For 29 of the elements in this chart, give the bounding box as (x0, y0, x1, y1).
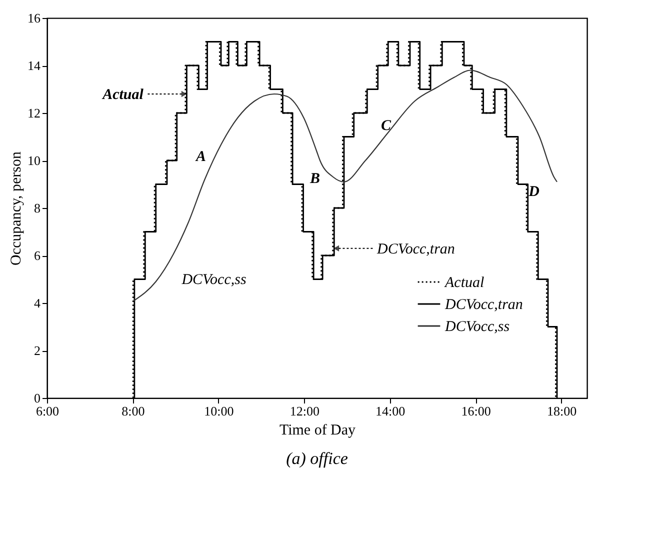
y-tick-label: 0 (34, 390, 40, 406)
annotation: Actual (102, 87, 144, 103)
y-tick-label: 4 (34, 296, 41, 310)
y-tick-label: 8 (34, 200, 40, 216)
y-tick-label: 2 (34, 343, 40, 358)
x-tick-label: 14:00 (376, 404, 406, 418)
y-tick-label: 16 (28, 10, 41, 26)
y-axis-title: Occupancy, person (8, 151, 24, 266)
legend-label: Actual (444, 275, 484, 291)
x-tick-label: 6:00 (36, 404, 60, 418)
x-axis-title: Time of Day (279, 422, 356, 438)
y-tick-label: 12 (28, 106, 40, 120)
annotation: D (528, 184, 540, 200)
x-tick-label: 10:00 (204, 404, 234, 418)
text: (a) office (286, 449, 348, 468)
y-tick-label: 6 (34, 248, 41, 263)
annotation: DCVocc,tran (376, 241, 455, 258)
y-tick-label: 14 (28, 58, 41, 73)
annotation: A (194, 149, 206, 165)
y-tick-label: 10 (28, 153, 40, 168)
x-tick-label: 16:00 (461, 404, 491, 418)
legend-label: DCVocc,ss (444, 319, 510, 335)
annotation: DCVocc,ss (180, 272, 246, 288)
annotation: C (380, 118, 392, 134)
x-tick-label: 12:00 (290, 404, 320, 418)
legend-label: DCVocc,tran (444, 297, 523, 313)
annotation: B (308, 171, 320, 187)
x-tick-label: 18:00 (546, 404, 577, 418)
x-tick-label: 8:00 (122, 404, 145, 418)
